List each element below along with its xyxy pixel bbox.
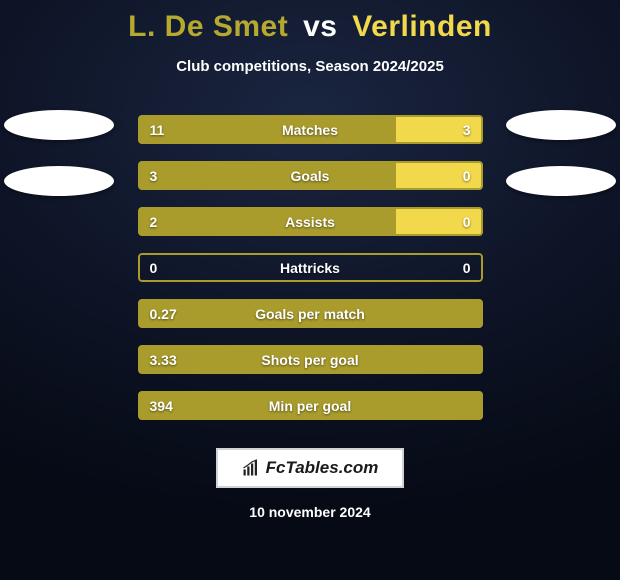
stat-bar-left [138,207,397,236]
comparison-title: L. De Smet vs Verlinden [128,10,492,44]
stat-label: Shots per goal [261,352,358,368]
player2-name: Verlinden [352,10,492,43]
player2-photo-placeholder [506,110,616,140]
player1-photo-column [4,110,114,196]
stat-value-left: 11 [150,122,165,138]
stat-row: 0 0 Hattricks [138,253,483,282]
player2-photo-column [506,110,616,196]
stat-value-right: 0 [463,214,471,230]
stat-value-left: 3.33 [150,352,177,368]
stat-row: 0.27 Goals per match [138,299,483,328]
watermark-text: FcTables.com [266,458,379,478]
vs-text: vs [303,10,337,43]
stat-bar-left [138,115,397,144]
stat-bar-left [138,161,397,190]
stat-value-left: 0 [150,260,158,276]
player2-photo-placeholder [506,166,616,196]
stat-label: Min per goal [269,398,351,414]
comparison-bars: 11 3 Matches 3 0 Goals 2 0 Assists 0 0 Hattricks 0.2… [138,115,483,420]
chart-icon [242,459,260,477]
stat-value-left: 3 [150,168,158,184]
stat-label: Matches [282,122,338,138]
stat-value-right: 0 [463,168,471,184]
watermark-badge: FcTables.com [216,448,405,488]
stat-row: 11 3 Matches [138,115,483,144]
player1-name: L. De Smet [128,10,288,43]
season-subtitle: Club competitions, Season 2024/2025 [176,58,444,75]
stat-label: Assists [285,214,335,230]
stat-value-left: 2 [150,214,158,230]
stat-row: 394 Min per goal [138,391,483,420]
player1-photo-placeholder [4,166,114,196]
stat-row: 3.33 Shots per goal [138,345,483,374]
stat-label: Goals per match [255,306,365,322]
stat-row: 3 0 Goals [138,161,483,190]
player1-photo-placeholder [4,110,114,140]
stat-label: Hattricks [280,260,340,276]
stat-value-right: 3 [463,122,471,138]
stat-row: 2 0 Assists [138,207,483,236]
snapshot-date: 10 november 2024 [249,504,370,520]
stat-value-right: 0 [463,260,471,276]
stat-value-left: 0.27 [150,306,177,322]
stat-value-left: 394 [150,398,173,414]
stat-label: Goals [291,168,330,184]
